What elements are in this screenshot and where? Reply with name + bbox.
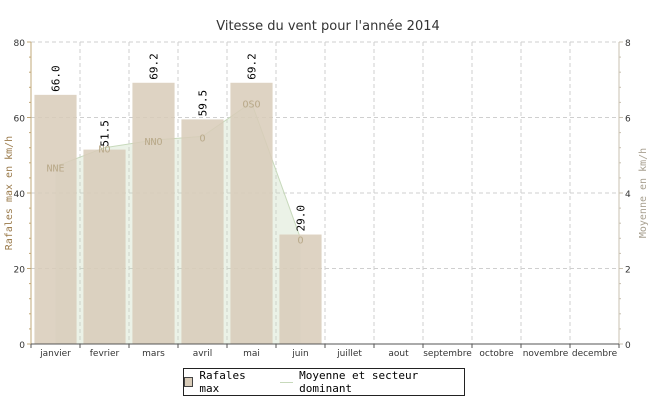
y-tick-label: 40: [14, 190, 26, 200]
bar-rafales: [230, 82, 273, 345]
legend-item-moyenne: Moyenne et secteur dominant: [280, 369, 464, 395]
x-tick-label: fevrier: [90, 349, 120, 359]
x-tick-label: octobre: [479, 349, 514, 359]
y-tick-label: 80: [14, 39, 26, 49]
legend-line-moyenne: [280, 381, 294, 383]
sector-label: NNO: [144, 137, 162, 148]
bar-rafales: [34, 94, 77, 344]
bar-value-label: 59.5: [197, 90, 210, 117]
y-tick-label: 60: [14, 115, 26, 125]
bar-value-label: 69.2: [246, 53, 259, 80]
sector-label: O: [297, 235, 303, 246]
sector-label: OSO: [242, 99, 260, 110]
sector-label: NNE: [46, 164, 64, 175]
chart-title: Vitesse du vent pour l'année 2014: [216, 19, 440, 34]
legend-item-rafales: Rafales max: [184, 369, 266, 395]
y2-tick-label: 4: [625, 190, 631, 200]
x-tick-label: mars: [142, 349, 165, 359]
y-tick-label: 0: [19, 341, 25, 351]
x-tick-label: septembre: [423, 349, 472, 359]
y2-tick-label: 6: [625, 115, 631, 125]
x-tick-label: janvier: [39, 349, 71, 359]
y2-tick-label: 2: [625, 266, 631, 276]
axes: [27, 41, 623, 348]
bar-value-label: 66.0: [50, 65, 63, 92]
sector-label: NO: [98, 145, 110, 156]
legend: Rafales max Moyenne et secteur dominant: [183, 368, 465, 396]
legend-swatch-rafales: [184, 377, 194, 387]
grid: [31, 41, 620, 344]
bar-rafales: [181, 119, 224, 344]
x-tick-label: aout: [388, 349, 409, 359]
legend-label-moyenne: Moyenne et secteur dominant: [299, 369, 419, 395]
bar-value-label: 51.5: [99, 120, 112, 147]
bar-value-label: 69.2: [148, 53, 161, 80]
plot-area: [34, 82, 322, 345]
x-tick-label: juillet: [336, 349, 362, 359]
legend-label-rafales: Rafales max: [199, 369, 246, 395]
y-tick-label: 20: [14, 266, 26, 276]
x-tick-label: juin: [291, 349, 308, 359]
y2-axis-label: Moyenne en km/h: [638, 148, 649, 238]
bar-value-label: 29.0: [295, 205, 308, 232]
bar-rafales: [279, 234, 322, 344]
x-tick-label: novembre: [523, 349, 569, 359]
y2-tick-label: 8: [625, 39, 631, 49]
x-tick-label: mai: [243, 349, 260, 359]
x-tick-label: decembre: [572, 349, 618, 359]
y-axis-label: Rafales max en km/h: [4, 136, 15, 250]
bar-rafales: [83, 149, 126, 344]
sector-label: O: [199, 133, 205, 144]
x-tick-label: avril: [193, 349, 213, 359]
bar-rafales: [132, 82, 175, 345]
y2-tick-label: 0: [625, 341, 631, 351]
